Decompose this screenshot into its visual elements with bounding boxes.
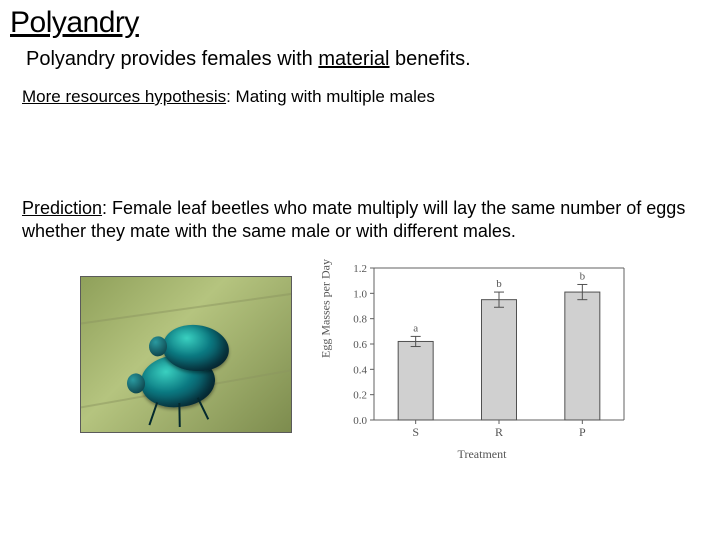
- beetle-photo: [80, 276, 292, 433]
- svg-text:0.4: 0.4: [353, 364, 367, 376]
- svg-text:b: b: [496, 278, 502, 290]
- svg-text:a: a: [413, 322, 418, 334]
- svg-text:P: P: [579, 425, 586, 439]
- svg-text:0.2: 0.2: [353, 390, 367, 402]
- prediction-text: : Female leaf beetles who mate multiply …: [22, 198, 685, 241]
- hypothesis-text: : Mating with multiple males: [226, 87, 435, 106]
- svg-text:R: R: [495, 425, 503, 439]
- svg-text:0.6: 0.6: [353, 339, 367, 351]
- hypothesis-line: More resources hypothesis: Mating with m…: [22, 87, 710, 107]
- svg-text:S: S: [412, 425, 419, 439]
- svg-text:0.0: 0.0: [353, 415, 367, 427]
- slide-title: Polyandry: [10, 6, 710, 40]
- svg-text:1.2: 1.2: [353, 263, 367, 275]
- subtitle-suffix: benefits.: [390, 48, 471, 70]
- subtitle: Polyandry provides females with material…: [26, 48, 710, 71]
- svg-text:b: b: [580, 270, 586, 282]
- subtitle-prefix: Polyandry provides females with: [26, 48, 318, 70]
- prediction-line: Prediction: Female leaf beetles who mate…: [22, 197, 698, 242]
- svg-text:1.0: 1.0: [353, 288, 367, 300]
- svg-text:0.8: 0.8: [353, 314, 367, 326]
- egg-masses-chart: Egg Masses per Day 0.00.20.40.60.81.01.2…: [332, 258, 632, 458]
- subtitle-underlined-word: material: [318, 48, 389, 70]
- chart-xlabel: Treatment: [332, 447, 632, 462]
- chart-ylabel: Egg Masses per Day: [319, 259, 334, 358]
- chart-svg: 0.0 0.2 0.4 0.6 0.8 1.0 1.2 a Sb Rb P: [332, 258, 632, 448]
- prediction-label: Prediction: [22, 198, 102, 218]
- hypothesis-label: More resources hypothesis: [22, 87, 226, 106]
